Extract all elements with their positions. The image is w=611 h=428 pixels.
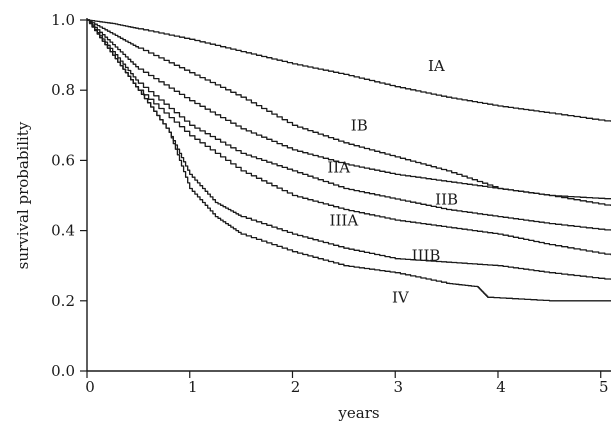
curve-label-iv: IV — [392, 289, 410, 307]
survival-curves — [87, 19, 611, 302]
y-tick-label: 0.6 — [51, 151, 75, 169]
x-tick-label: 3 — [393, 378, 403, 396]
x-tick-label: 5 — [599, 378, 609, 396]
curve-label-iib: IIB — [435, 190, 458, 208]
curve-label-iiia: IIIA — [330, 211, 359, 229]
x-tick-label: 0 — [85, 378, 95, 396]
curve-label-iia: IIA — [327, 159, 350, 177]
curve-iia — [87, 19, 611, 200]
y-axis-title: survival probability — [14, 121, 32, 269]
curve-label-ia: IA — [428, 57, 445, 75]
curve-label-ib: IB — [351, 117, 368, 135]
y-tick-label: 0.4 — [51, 222, 75, 240]
y-tick-label: 0.8 — [51, 81, 75, 99]
curve-iib — [87, 19, 611, 231]
curve-iv — [87, 19, 611, 302]
y-tick-label: 0.2 — [51, 292, 75, 310]
x-tick-label: 1 — [188, 378, 198, 396]
x-tick-label: 4 — [496, 378, 506, 396]
axes — [86, 18, 611, 372]
x-axis-title: years — [337, 404, 379, 422]
curve-ia — [87, 19, 611, 122]
x-tick-label: 2 — [291, 378, 301, 396]
y-tick-label: 0.0 — [51, 362, 75, 380]
y-tick-label: 1.0 — [51, 11, 75, 29]
ticks: 0 1 2 3 4 5 0.0 0.2 0.4 0.6 0.8 1.0 — [51, 11, 608, 396]
curve-labels: IA IB IIA IIB IIIA IIIB IV — [327, 57, 458, 307]
curve-label-iiib: IIIB — [412, 246, 441, 264]
